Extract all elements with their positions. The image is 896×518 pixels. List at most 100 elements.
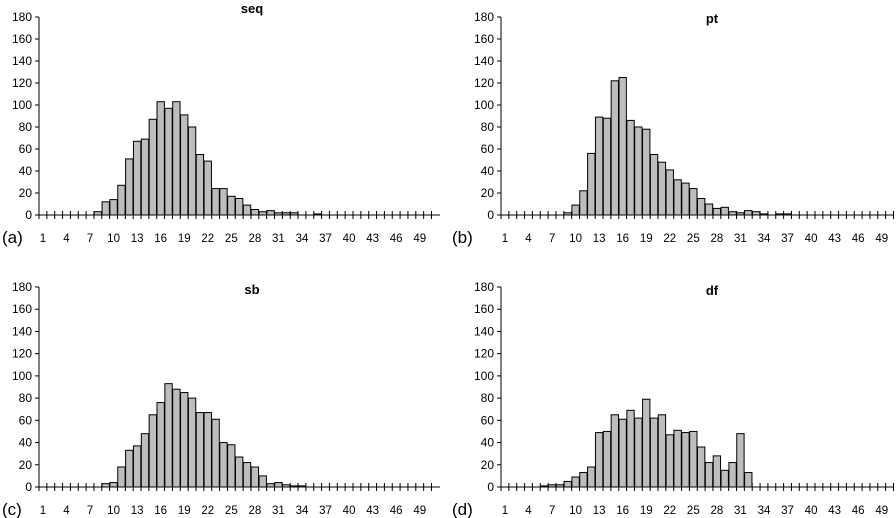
y-tick-label: 0 bbox=[487, 480, 494, 494]
x-tick-label: 28 bbox=[248, 233, 261, 245]
bar bbox=[132, 140, 142, 216]
bar bbox=[594, 432, 604, 488]
bar bbox=[203, 160, 212, 216]
bar bbox=[109, 482, 118, 488]
bar bbox=[274, 482, 283, 488]
bar bbox=[712, 207, 722, 216]
bar bbox=[250, 209, 260, 216]
x-tick-label: 13 bbox=[593, 233, 606, 245]
x-tick-label: 7 bbox=[87, 233, 93, 245]
y-tick-label: 20 bbox=[481, 458, 495, 472]
x-tick-label: 25 bbox=[687, 233, 700, 245]
x-tick-label: 16 bbox=[616, 505, 629, 517]
y-tick-label: 140 bbox=[474, 324, 494, 338]
bar bbox=[242, 462, 252, 488]
x-tick-label: 31 bbox=[734, 233, 747, 245]
x-tick-label: 31 bbox=[734, 505, 747, 517]
bar bbox=[164, 383, 173, 488]
bar bbox=[673, 429, 682, 488]
y-tick-label: 60 bbox=[19, 142, 33, 156]
bar bbox=[235, 198, 244, 216]
y-tick-label: 160 bbox=[474, 32, 494, 46]
bar bbox=[132, 445, 142, 488]
x-tick-label: 49 bbox=[413, 505, 426, 517]
y-tick-label: 80 bbox=[481, 120, 495, 134]
bar bbox=[195, 154, 205, 216]
x-tick-label: 4 bbox=[63, 505, 70, 517]
bar bbox=[610, 414, 620, 488]
bar bbox=[657, 161, 667, 216]
bar bbox=[618, 418, 627, 488]
x-tick-label: 46 bbox=[390, 233, 403, 245]
bar bbox=[587, 152, 596, 216]
bar bbox=[579, 190, 588, 216]
y-tick-label: 100 bbox=[474, 98, 494, 112]
y-tick-label: 20 bbox=[19, 458, 33, 472]
bar bbox=[602, 430, 612, 488]
bar bbox=[148, 118, 157, 216]
bar bbox=[571, 476, 580, 488]
x-tick-label: 31 bbox=[272, 505, 285, 517]
bar bbox=[704, 462, 714, 488]
x-tick-label: 19 bbox=[178, 505, 191, 517]
x-tick-label: 37 bbox=[319, 505, 332, 517]
bar bbox=[649, 154, 659, 216]
y-tick-label: 160 bbox=[12, 302, 32, 316]
panel-label: (d) bbox=[452, 500, 473, 518]
chart-title: df bbox=[706, 283, 719, 298]
bar bbox=[187, 126, 197, 216]
bar bbox=[579, 472, 588, 488]
x-tick-label: 22 bbox=[663, 505, 676, 517]
y-tick-label: 0 bbox=[25, 208, 32, 222]
x-tick-label: 49 bbox=[413, 233, 426, 245]
bar bbox=[744, 472, 753, 488]
x-tick-label: 10 bbox=[107, 505, 120, 517]
y-tick-label: 180 bbox=[474, 10, 494, 24]
bar bbox=[172, 101, 181, 216]
x-tick-label: 43 bbox=[828, 233, 841, 245]
y-tick-label: 160 bbox=[12, 32, 32, 46]
y-tick-label: 40 bbox=[481, 436, 495, 450]
bar bbox=[195, 412, 205, 488]
x-tick-label: 49 bbox=[875, 505, 888, 517]
x-tick-label: 40 bbox=[805, 505, 818, 517]
y-tick-label: 180 bbox=[12, 10, 32, 24]
chart-panel-b: pt (b) 0 20 40 60 80 100 120 140 160 180 1 4 7 10 13 16… bbox=[452, 10, 894, 247]
bar bbox=[187, 397, 197, 488]
y-tick-label: 0 bbox=[487, 208, 494, 222]
bar bbox=[156, 402, 165, 488]
x-tick-label: 40 bbox=[805, 233, 818, 245]
chart-title: seq bbox=[241, 1, 263, 16]
bar bbox=[642, 398, 651, 488]
bar bbox=[211, 188, 220, 216]
bar bbox=[610, 80, 620, 216]
chart-panel-c: sb (c) 0 20 40 60 80 100 120 140 160 180 1 4 7 10 13 16… bbox=[2, 280, 440, 518]
bar bbox=[642, 128, 651, 216]
y-tick-label: 100 bbox=[12, 98, 32, 112]
x-tick-label: 34 bbox=[758, 233, 771, 245]
x-tick-label: 25 bbox=[225, 233, 238, 245]
bar bbox=[148, 414, 157, 488]
bar bbox=[697, 446, 706, 488]
y-tick-label: 120 bbox=[12, 347, 32, 361]
bar bbox=[681, 432, 690, 488]
bar bbox=[219, 442, 228, 488]
chart-panel-a: seq (a) 0 20 40 60 80 100 120 140 160 180 1 4 7 10 13 1… bbox=[2, 1, 440, 247]
panel-label: (b) bbox=[452, 228, 473, 247]
x-tick-label: 28 bbox=[710, 233, 723, 245]
bar bbox=[665, 434, 674, 488]
x-tick-label: 4 bbox=[525, 233, 532, 245]
y-tick-label: 180 bbox=[474, 280, 494, 294]
x-tick-label: 34 bbox=[296, 505, 309, 517]
bar bbox=[250, 466, 260, 488]
x-tick-label: 37 bbox=[781, 233, 794, 245]
chart-title: sb bbox=[244, 282, 259, 297]
y-tick-label: 80 bbox=[19, 391, 33, 405]
bar bbox=[712, 455, 722, 488]
bar bbox=[689, 430, 698, 488]
x-tick-label: 19 bbox=[640, 233, 653, 245]
bar bbox=[697, 198, 706, 216]
bar bbox=[125, 449, 134, 488]
y-tick-label: 40 bbox=[19, 436, 33, 450]
